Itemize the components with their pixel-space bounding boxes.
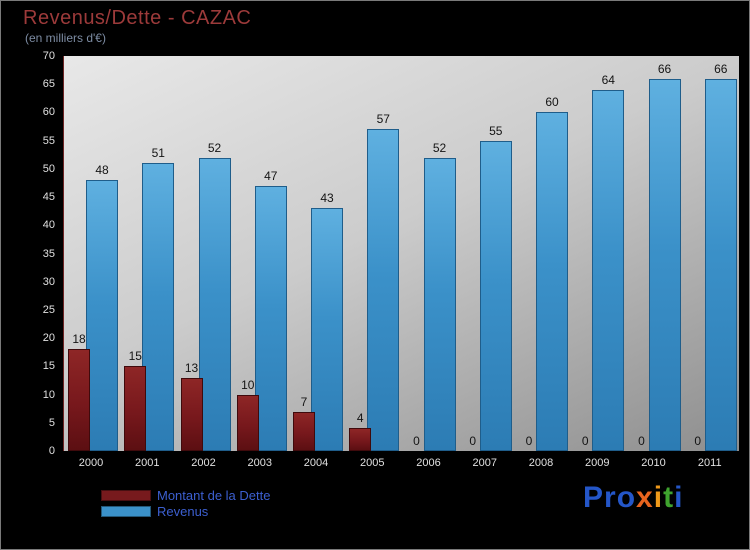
value-label: 0 bbox=[694, 434, 702, 448]
revenus-bar-2009 bbox=[592, 89, 625, 451]
y-tick-label: 25 bbox=[42, 303, 55, 316]
dette-bar-2001 bbox=[124, 366, 147, 451]
logo-letter: x bbox=[636, 481, 654, 514]
value-label: 0 bbox=[469, 434, 477, 448]
legend-item: Revenus bbox=[101, 503, 270, 519]
value-label: 0 bbox=[638, 434, 645, 448]
x-tick-label-2009: 2009 bbox=[585, 457, 610, 469]
legend-swatch bbox=[101, 489, 151, 501]
revenus-bar-2000 bbox=[86, 180, 118, 451]
y-tick-label: 60 bbox=[42, 106, 55, 119]
value-label: 13 bbox=[184, 360, 199, 375]
revenus-bar-2002 bbox=[198, 157, 231, 451]
y-tick-label: 40 bbox=[42, 219, 55, 232]
revenus-bar-2001 bbox=[142, 163, 175, 451]
plot-area: 48 18 51 15 52 13 47 10 43 7 57 4 52 0 55 0 60 0 64 0 66 0 66 0 bbox=[63, 56, 739, 451]
y-tick-label: 5 bbox=[48, 416, 55, 429]
value-label: 55 bbox=[489, 123, 503, 138]
dette-bar-2002 bbox=[180, 377, 203, 451]
y-tick-label: 0 bbox=[48, 445, 55, 457]
x-tick-label-2011: 2011 bbox=[697, 457, 722, 469]
value-label: 4 bbox=[356, 411, 364, 426]
revenus-bar-2003 bbox=[254, 185, 287, 451]
dette-bar-2000 bbox=[68, 349, 90, 451]
value-label: 66 bbox=[714, 61, 728, 76]
x-tick-label-2002: 2002 bbox=[191, 457, 216, 469]
y-tick-label: 20 bbox=[42, 332, 55, 345]
proxiti-logo: Proxiti bbox=[583, 481, 683, 515]
logo-letter: i bbox=[653, 481, 664, 514]
x-tick-label-2000: 2000 bbox=[78, 457, 104, 469]
y-tick-label: 70 bbox=[42, 50, 55, 62]
value-label: 66 bbox=[657, 61, 672, 76]
legend-item: Montant de la Dette bbox=[101, 487, 270, 503]
value-label: 15 bbox=[128, 349, 142, 364]
legend-label: Revenus bbox=[157, 503, 209, 519]
value-label: 43 bbox=[320, 191, 334, 206]
revenus-bar-2005 bbox=[367, 129, 400, 451]
value-label: 57 bbox=[376, 112, 390, 127]
revenus-bar-2011 bbox=[704, 78, 737, 451]
value-label: 52 bbox=[207, 140, 222, 155]
value-label: 52 bbox=[432, 140, 447, 155]
legend-label: Montant de la Dette bbox=[157, 487, 271, 503]
x-tick-label-2003: 2003 bbox=[247, 457, 272, 469]
dette-bar-2003 bbox=[236, 394, 259, 451]
legend-swatch bbox=[101, 505, 151, 517]
logo-letter: o bbox=[616, 481, 637, 514]
y-tick-label: 50 bbox=[42, 162, 55, 175]
revenus-bar-2008 bbox=[536, 112, 568, 451]
dette-bar-2005 bbox=[349, 428, 372, 451]
y-tick-label: 45 bbox=[42, 191, 55, 204]
revenus-bar-2010 bbox=[648, 78, 681, 451]
revenus-bar-2006 bbox=[423, 157, 456, 451]
y-tick-label: 30 bbox=[42, 275, 55, 288]
value-label: 7 bbox=[300, 394, 308, 409]
value-label: 64 bbox=[601, 72, 615, 87]
chart-subtitle: (en milliers d'€) bbox=[25, 31, 106, 45]
x-tick-label-2005: 2005 bbox=[360, 457, 385, 469]
y-tick-label: 35 bbox=[42, 247, 55, 260]
x-tick-label-2010: 2010 bbox=[641, 457, 666, 469]
x-tick-label-2004: 2004 bbox=[303, 457, 329, 469]
dette-bar-2004 bbox=[293, 411, 315, 451]
logo-letter: P bbox=[583, 481, 605, 514]
value-label: 60 bbox=[545, 95, 559, 110]
y-tick-label: 10 bbox=[42, 388, 55, 401]
chart-title: Revenus/Dette - CAZAC bbox=[23, 7, 252, 29]
value-label: 18 bbox=[72, 332, 86, 347]
value-label: 0 bbox=[525, 434, 533, 448]
value-label: 10 bbox=[241, 377, 255, 392]
value-label: 0 bbox=[413, 434, 420, 448]
value-label: 0 bbox=[581, 434, 589, 448]
logo-letter: r bbox=[604, 481, 617, 514]
logo-letter: t bbox=[663, 481, 675, 514]
x-tick-label-2006: 2006 bbox=[416, 457, 441, 469]
y-tick-label: 65 bbox=[42, 78, 55, 91]
logo-letter: i bbox=[674, 481, 684, 514]
x-tick-label-2001: 2001 bbox=[135, 457, 160, 469]
value-label: 47 bbox=[264, 168, 278, 183]
y-tick-label: 55 bbox=[42, 134, 55, 147]
x-tick-label-2008: 2008 bbox=[528, 457, 554, 469]
revenus-bar-2007 bbox=[479, 140, 512, 451]
revenus-bar-2004 bbox=[311, 208, 343, 451]
x-tick-label-2007: 2007 bbox=[472, 457, 497, 469]
value-label: 48 bbox=[95, 163, 109, 178]
legend: Montant de la Dette Revenus bbox=[101, 487, 270, 519]
value-label: 51 bbox=[151, 146, 165, 161]
y-tick-label: 15 bbox=[42, 360, 55, 373]
